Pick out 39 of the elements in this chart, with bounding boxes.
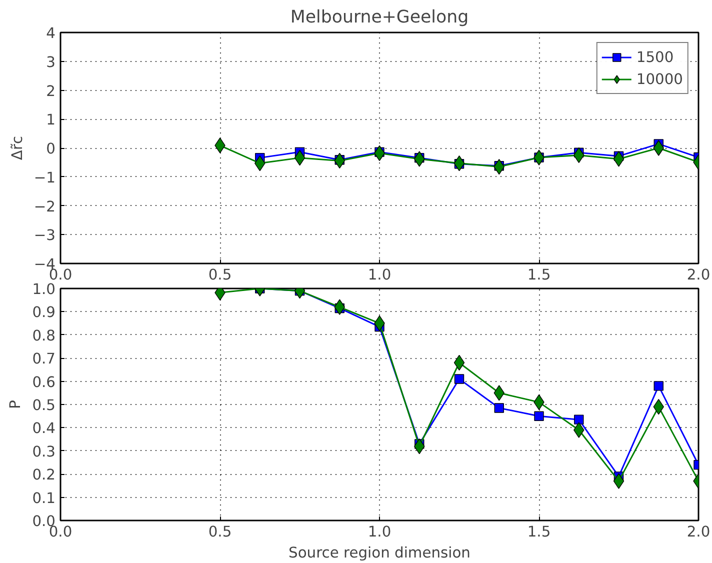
x-tick-label: 1.5	[527, 524, 551, 540]
y-tick-label: −3	[34, 227, 56, 244]
y-tick-label: 0.1	[32, 490, 56, 507]
point	[454, 374, 464, 384]
x-tick-label: 2.0	[686, 266, 710, 284]
y-axis-title: Δr̃c	[8, 136, 26, 160]
point	[613, 151, 624, 167]
y-tick-label: 0.8	[32, 327, 56, 344]
point	[574, 414, 584, 424]
legend-label: 10000	[636, 70, 683, 88]
chart-title: Melbourne+Geelong	[290, 8, 469, 28]
y-tick-label: 1	[46, 112, 56, 129]
x-axis-title: Source region dimension	[288, 544, 470, 562]
y-tick-label: 2	[46, 82, 56, 100]
y-tick-label: −1	[34, 169, 56, 186]
point	[654, 381, 664, 391]
y-tick-label: 0.5	[32, 397, 56, 414]
point	[494, 403, 504, 413]
x-tick-label: 0.5	[208, 266, 232, 284]
y-axis-title: P	[7, 400, 24, 409]
y-tick-label: 0.7	[32, 350, 56, 368]
y-tick-label: 0.6	[32, 374, 56, 391]
y-tick-label: 3	[46, 54, 56, 71]
y-tick-label: 1.0	[32, 281, 56, 298]
y-tick-label: 0.4	[32, 420, 56, 438]
y-tick-label: 0.3	[32, 443, 56, 460]
x-tick-label: 1.5	[527, 266, 551, 284]
y-tick-label: 0.9	[32, 304, 56, 322]
x-tick-label: 2.0	[686, 524, 710, 540]
y-tick-label: 4	[46, 25, 56, 42]
x-tick-label: 1.0	[368, 524, 392, 540]
x-tick-label: 0.5	[208, 524, 232, 540]
legend-label: 1500	[636, 48, 674, 66]
y-tick-label: 0	[46, 140, 56, 158]
x-tick-label: 1.0	[368, 266, 392, 284]
point	[613, 473, 624, 489]
point	[534, 411, 544, 421]
y-tick-label: −2	[34, 198, 56, 216]
y-tick-label: 0.2	[32, 466, 56, 484]
